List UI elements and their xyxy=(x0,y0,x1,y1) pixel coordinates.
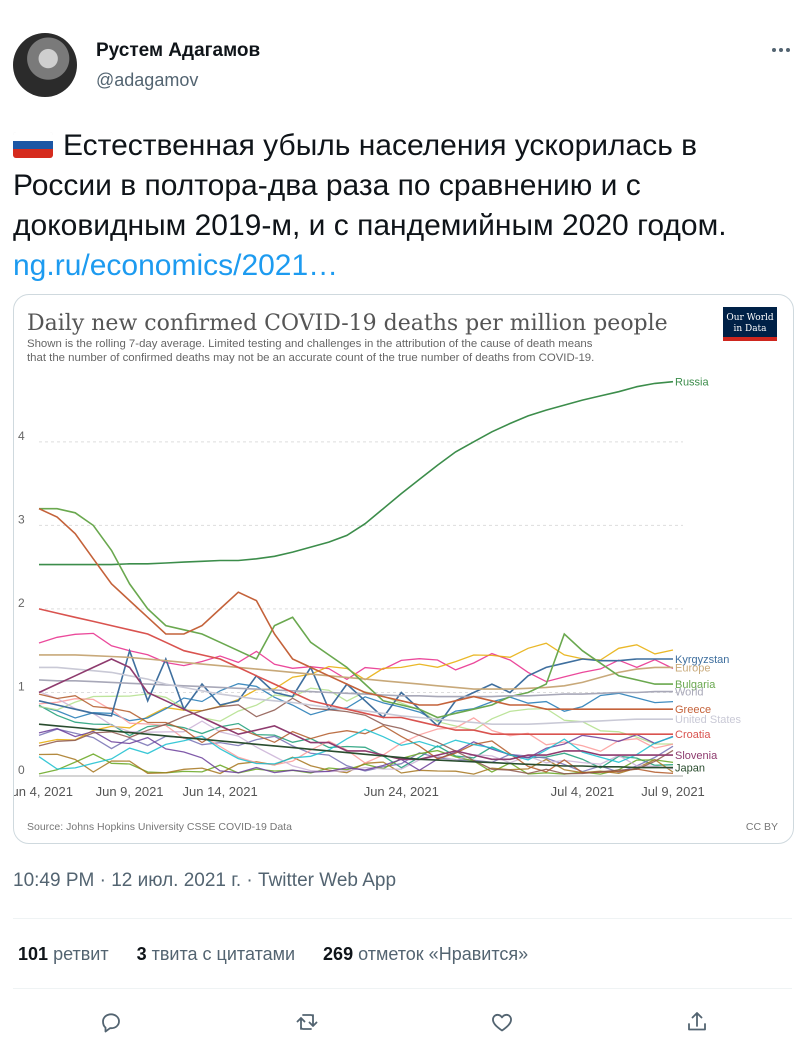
series-label: Japan xyxy=(675,763,705,775)
chart-source: Source: Johns Hopkins University CSSE CO… xyxy=(27,821,292,833)
series-label: Greece xyxy=(675,704,711,716)
series-line-slovenia xyxy=(38,658,673,761)
tweet-link[interactable]: ng.ru/economics/2021… xyxy=(13,249,339,282)
logo-line-1: Our World xyxy=(726,313,774,323)
tweet-timestamp[interactable]: 10:49 PM · 12 июл. 2021 г. · Twitter Web… xyxy=(13,870,397,891)
series-label: Croatia xyxy=(675,729,711,741)
reply-button[interactable] xyxy=(93,1004,129,1040)
background-series-line xyxy=(38,727,674,774)
chart-image-card[interactable]: Daily new confirmed COVID-19 deaths per … xyxy=(13,294,794,844)
likes-stat[interactable]: 269 отметок «Нравится» xyxy=(323,944,528,965)
series-line-croatia xyxy=(38,608,673,736)
tweet-stats: 101 ретвит 3 твита с цитатами 269 отмето… xyxy=(18,944,528,965)
y-tick-label: 2 xyxy=(18,596,25,610)
action-bar xyxy=(13,1000,792,1044)
owid-chart: Daily new confirmed COVID-19 deaths per … xyxy=(14,307,778,833)
chart-title: Daily new confirmed COVID-19 deaths per … xyxy=(27,311,668,336)
likes-count: 269 xyxy=(323,944,354,964)
series-label: Russia xyxy=(675,377,710,389)
background-series-line xyxy=(38,753,674,775)
retweet-button[interactable] xyxy=(289,1004,325,1040)
series-label: World xyxy=(675,687,704,699)
likes-label: отметок «Нравится» xyxy=(358,944,529,964)
x-tick-label: Jun 24, 2021 xyxy=(364,784,439,799)
x-tick-label: Jun 4, 2021 xyxy=(14,784,73,799)
y-tick-label: 4 xyxy=(18,429,25,443)
share-icon xyxy=(688,1012,706,1031)
series-line-greece xyxy=(38,507,673,711)
tweet-body: Естественная убыль населения ускорилась … xyxy=(13,129,727,242)
background-series-line xyxy=(38,683,674,722)
reply-icon xyxy=(102,1013,120,1033)
russia-flag-icon xyxy=(13,132,53,158)
x-tick-label: Jun 14, 2021 xyxy=(183,784,258,799)
author-handle[interactable]: @adagamov xyxy=(96,70,199,90)
series-label: United States xyxy=(675,714,742,726)
retweets-label: ретвит xyxy=(53,944,109,964)
author-name[interactable]: Рустем Адагамов xyxy=(96,40,261,61)
x-tick-label: Jul 4, 2021 xyxy=(551,784,615,799)
series-label: Slovenia xyxy=(675,750,718,762)
retweets-stat[interactable]: 101 ретвит xyxy=(18,944,109,965)
more-options-icon[interactable] xyxy=(768,38,794,62)
series-line-europe xyxy=(39,654,673,690)
quotes-count: 3 xyxy=(136,944,147,964)
retweet-icon xyxy=(296,1014,318,1030)
background-series-line xyxy=(38,697,674,775)
series-line-united-states xyxy=(39,666,673,726)
quotes-stat[interactable]: 3 твита с цитатами xyxy=(137,944,295,965)
series-label: Bulgaria xyxy=(675,679,716,691)
x-tick-label: Jun 9, 2021 xyxy=(96,784,164,799)
series-line-japan xyxy=(38,723,673,769)
owid-logo: Our World in Data xyxy=(723,307,777,341)
share-button[interactable] xyxy=(679,1004,715,1040)
series-line-russia xyxy=(39,380,674,566)
retweets-count: 101 xyxy=(18,944,49,964)
chart-subtitle-line-2: that the number of confirmed deaths may … xyxy=(27,352,594,364)
y-tick-label: 1 xyxy=(18,679,25,693)
x-tick-label: Jul 9, 2021 xyxy=(641,784,705,799)
series-line-bulgaria xyxy=(39,507,673,719)
series-line-world xyxy=(38,679,673,698)
chart-subtitle-line-1: Shown is the rolling 7-day average. Limi… xyxy=(27,338,593,350)
quotes-label: твита с цитатами xyxy=(151,944,296,964)
tweet-text: Естественная убыль населения ускорилась … xyxy=(13,126,793,286)
divider xyxy=(13,988,792,989)
background-series-line xyxy=(38,728,674,770)
series-line-kyrgyzstan xyxy=(38,648,673,728)
y-tick-label: 3 xyxy=(18,512,25,526)
logo-line-2: in Data xyxy=(733,324,767,334)
y-tick-label: 0 xyxy=(18,763,25,777)
background-series-line xyxy=(38,704,674,769)
series-label: Kyrgyzstan xyxy=(675,654,729,666)
chart-license: CC BY xyxy=(746,821,778,833)
divider xyxy=(13,918,792,919)
avatar[interactable] xyxy=(13,33,77,97)
like-button[interactable] xyxy=(484,1004,520,1040)
series-label: Europe xyxy=(675,662,710,674)
like-icon xyxy=(492,1013,512,1032)
background-series-line xyxy=(38,693,674,775)
